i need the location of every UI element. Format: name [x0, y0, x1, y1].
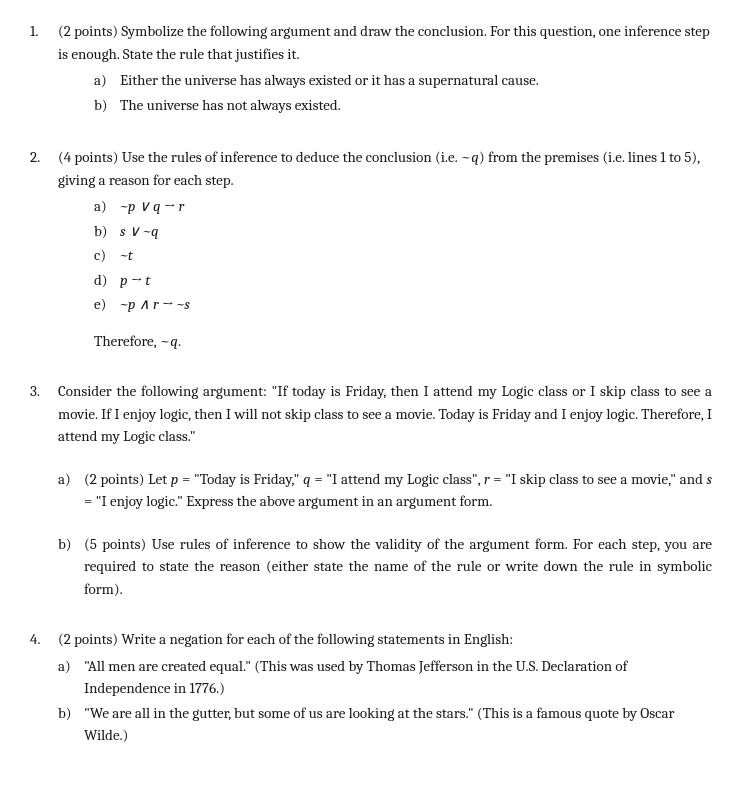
list-item: c) ~t	[94, 244, 712, 267]
list-item: a) ~p ∨ q → r	[94, 195, 712, 218]
item-text: "All men are created equal." (This was u…	[84, 655, 712, 700]
question-4-number: 4.	[30, 628, 58, 749]
part-label: b)	[58, 533, 84, 601]
question-1-intro: (2 points) Symbolize the following argum…	[58, 20, 712, 65]
item-label: b)	[94, 94, 120, 117]
list-item: a) "All men are created equal." (This wa…	[58, 655, 712, 700]
item-formula: s ∨ ~q	[120, 220, 712, 243]
question-1: 1. (2 points) Symbolize the following ar…	[30, 20, 712, 118]
list-item: e) ~p ∧ r → ~s	[94, 293, 712, 316]
question-2-body: (4 points) Use the rules of inference to…	[58, 146, 712, 352]
question-3-intro: Consider the following argument: "If tod…	[58, 380, 712, 448]
item-text: Either the universe has always existed o…	[120, 69, 712, 92]
question-1-outer: 1. (2 points) Symbolize the following ar…	[30, 20, 712, 118]
list-item: a) Either the universe has always existe…	[94, 69, 712, 92]
item-label: d)	[94, 269, 120, 292]
part-text: (2 points) Let p = "Today is Friday," q …	[84, 468, 712, 513]
item-label: a)	[94, 69, 120, 92]
item-formula: p → t	[120, 269, 712, 292]
item-formula: ~t	[120, 244, 712, 267]
item-label: b)	[94, 220, 120, 243]
item-formula: ~p ∨ q → r	[120, 195, 712, 218]
item-text: The universe has not always existed.	[120, 94, 712, 117]
question-4-body: (2 points) Write a negation for each of …	[58, 628, 712, 749]
question-2-outer: 2. (4 points) Use the rules of inference…	[30, 146, 712, 352]
question-4: 4. (2 points) Write a negation for each …	[30, 628, 712, 749]
question-2: 2. (4 points) Use the rules of inference…	[30, 146, 712, 352]
part-label: a)	[58, 468, 84, 513]
question-3-body: Consider the following argument: "If tod…	[58, 380, 712, 600]
item-text: "We are all in the gutter, but some of u…	[84, 702, 712, 747]
item-label: a)	[58, 655, 84, 700]
question-3-outer: 3. Consider the following argument: "If …	[30, 380, 712, 600]
item-label: b)	[58, 702, 84, 747]
question-2-items: a) ~p ∨ q → r b) s ∨ ~q c) ~t d) p → t e…	[58, 195, 712, 316]
question-1-items: a) Either the universe has always existe…	[58, 69, 712, 116]
list-item: b) s ∨ ~q	[94, 220, 712, 243]
list-item: b) The universe has not always existed.	[94, 94, 712, 117]
question-4-outer: 4. (2 points) Write a negation for each …	[30, 628, 712, 749]
question-1-number: 1.	[30, 20, 58, 118]
item-formula: ~p ∧ r → ~s	[120, 293, 712, 316]
question-3-part-a: a) (2 points) Let p = "Today is Friday,"…	[58, 468, 712, 513]
question-4-items: a) "All men are created equal." (This wa…	[58, 655, 712, 747]
part-text: (5 points) Use rules of inference to sho…	[84, 533, 712, 601]
question-3: 3. Consider the following argument: "If …	[30, 380, 712, 600]
question-3-part-b: b) (5 points) Use rules of inference to …	[58, 533, 712, 601]
item-label: e)	[94, 293, 120, 316]
list-item: d) p → t	[94, 269, 712, 292]
question-2-therefore: Therefore, ~q.	[58, 330, 712, 353]
question-2-intro: (4 points) Use the rules of inference to…	[58, 146, 712, 191]
item-label: c)	[94, 244, 120, 267]
item-label: a)	[94, 195, 120, 218]
list-item: b) "We are all in the gutter, but some o…	[58, 702, 712, 747]
question-2-number: 2.	[30, 146, 58, 352]
question-3-number: 3.	[30, 380, 58, 600]
question-4-intro: (2 points) Write a negation for each of …	[58, 628, 712, 651]
question-1-body: (2 points) Symbolize the following argum…	[58, 20, 712, 118]
